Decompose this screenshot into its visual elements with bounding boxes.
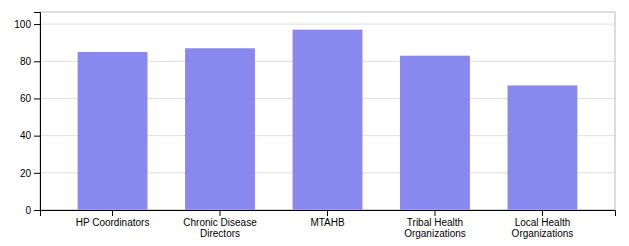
x-tick-mark (434, 210, 435, 216)
y-tick-label: 0 (25, 205, 31, 216)
x-tick-label: Local HealthOrganizations (512, 217, 574, 239)
y-tick-mark (34, 173, 40, 174)
x-tick-mark (220, 210, 221, 216)
y-tick-mark (34, 136, 40, 137)
x-tick: Tribal HealthOrganizations (404, 210, 466, 239)
x-tick-label: Tribal HealthOrganizations (404, 217, 466, 239)
x-tick-label-line: MTAHB (310, 217, 345, 228)
x-tick-label-line: Tribal Health (407, 217, 463, 228)
grid-line (40, 24, 615, 25)
x-tick-label-line: Organizations (404, 228, 466, 239)
y-tick-mark (34, 61, 40, 62)
bar (508, 85, 578, 210)
x-tick-mark (542, 210, 543, 216)
x-tick: Local HealthOrganizations (512, 210, 574, 239)
plot: 0 20 40 60 80 100 HP Coordinators Chronic Disea… (14, 12, 615, 239)
x-axis: HP Coordinators Chronic DiseaseDirectors M… (41, 210, 616, 239)
y-tick-label: 60 (20, 93, 32, 104)
chart: 0 20 40 60 80 100 HP Coordinators Chronic Disea… (0, 0, 629, 246)
bar (185, 48, 255, 210)
y-tick-mark (34, 98, 40, 99)
bar (78, 52, 148, 210)
x-tick-label: MTAHB (310, 217, 345, 228)
x-tick-label-line: HP Coordinators (76, 217, 150, 228)
y-tick: 80 (20, 56, 40, 67)
x-tick-mark (327, 210, 328, 216)
y-tick: 0 (25, 205, 40, 216)
x-tick: HP Coordinators (76, 210, 150, 228)
x-tick-label: HP Coordinators (76, 217, 150, 228)
y-axis: 0 20 40 60 80 100 (14, 13, 40, 216)
y-tick: 20 (20, 168, 40, 179)
x-tick: MTAHB (310, 210, 345, 228)
x-axis-line (41, 211, 616, 217)
x-tick-label-line: Local Health (515, 217, 571, 228)
y-tick-label: 100 (14, 19, 31, 30)
y-axis-line (34, 13, 41, 211)
bar (400, 56, 470, 210)
x-tick: Chronic DiseaseDirectors (183, 210, 257, 239)
bars (78, 30, 578, 210)
y-tick: 60 (20, 93, 40, 104)
x-tick-label-line: Directors (200, 228, 240, 239)
grid (40, 24, 615, 210)
bar (293, 30, 363, 210)
x-tick-mark (112, 210, 113, 216)
y-tick: 40 (20, 130, 40, 141)
x-tick-label-line: Organizations (512, 228, 574, 239)
y-tick-mark (34, 210, 40, 211)
y-tick-label: 80 (20, 56, 32, 67)
y-tick: 100 (14, 19, 40, 30)
y-tick-label: 20 (20, 168, 32, 179)
x-tick-label: Chronic DiseaseDirectors (183, 217, 257, 239)
x-tick-label-line: Chronic Disease (183, 217, 257, 228)
plot-frame (40, 12, 615, 210)
y-tick-mark (34, 24, 40, 25)
y-tick-label: 40 (20, 130, 32, 141)
